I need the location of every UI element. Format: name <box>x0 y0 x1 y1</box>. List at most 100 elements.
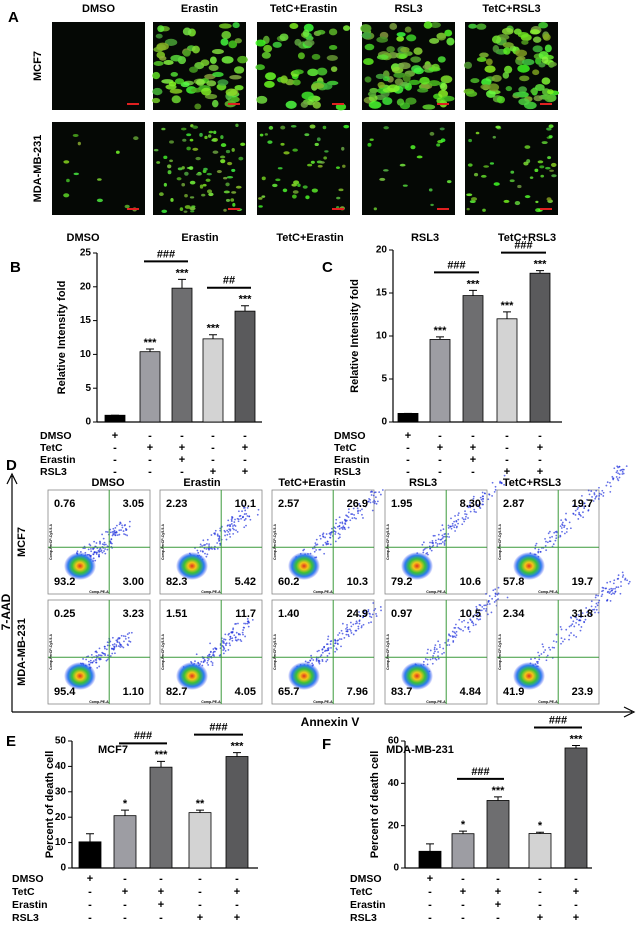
event <box>446 644 449 646</box>
significance: *** <box>570 733 584 745</box>
event <box>248 515 251 518</box>
cell <box>258 205 263 208</box>
event <box>347 508 350 511</box>
event <box>244 509 247 512</box>
event <box>595 602 598 605</box>
event <box>461 523 464 526</box>
density <box>176 662 208 690</box>
event <box>436 545 439 547</box>
bar <box>429 339 451 423</box>
event <box>98 665 101 668</box>
event <box>116 641 119 644</box>
event <box>491 597 494 600</box>
bracket-label: ### <box>447 259 465 271</box>
event <box>606 591 609 594</box>
event <box>451 524 454 527</box>
cell <box>199 184 204 189</box>
event <box>506 596 509 599</box>
event <box>626 579 628 582</box>
error-bar <box>536 270 544 274</box>
event <box>596 604 599 607</box>
event <box>113 646 116 648</box>
cell <box>391 66 404 74</box>
treatment-mark: + <box>210 466 216 478</box>
treatment-mark: - <box>461 912 465 924</box>
channel-label: Comp-PE-A <box>89 590 109 594</box>
event <box>336 525 339 528</box>
group-header: TetC+RSL3 <box>498 232 556 244</box>
event <box>209 650 212 653</box>
event <box>438 542 441 545</box>
event <box>325 533 328 535</box>
event <box>349 629 352 632</box>
event <box>206 553 209 556</box>
cell <box>379 177 386 181</box>
event <box>85 658 88 661</box>
event <box>103 645 106 648</box>
event <box>622 472 625 475</box>
y-tick-label: 5 <box>85 383 91 394</box>
significance: * <box>538 820 543 832</box>
event <box>503 483 505 486</box>
event <box>242 629 244 631</box>
event <box>568 634 571 637</box>
cell <box>300 101 309 108</box>
cell <box>170 72 179 77</box>
treatment-mark: - <box>428 886 432 898</box>
event <box>559 626 562 628</box>
event <box>244 622 247 625</box>
event <box>99 541 101 544</box>
cell <box>398 62 411 70</box>
event <box>581 612 584 615</box>
event <box>447 640 449 642</box>
event <box>118 637 121 639</box>
quadrant-value: 4.05 <box>235 686 256 698</box>
cell <box>264 133 269 136</box>
event <box>208 548 210 551</box>
column-header: TetC+Erastin <box>270 3 338 15</box>
event <box>209 642 211 645</box>
event <box>581 500 583 503</box>
cell <box>503 47 511 55</box>
treatment-name: Erastin <box>40 454 76 466</box>
treatment-mark: - <box>113 466 117 478</box>
event <box>572 513 575 515</box>
event <box>237 633 240 636</box>
event <box>441 541 444 543</box>
cell <box>517 31 529 38</box>
event <box>602 587 605 589</box>
event <box>223 638 225 641</box>
event <box>334 650 337 653</box>
density <box>401 662 433 690</box>
y-tick-label: 50 <box>55 736 67 747</box>
event <box>565 531 568 533</box>
quadrant-value: 0.25 <box>54 608 75 620</box>
event <box>598 486 600 489</box>
cell <box>501 27 514 35</box>
event <box>441 537 444 540</box>
micrograph <box>255 22 351 111</box>
event <box>615 586 618 589</box>
event <box>426 652 429 655</box>
cell <box>343 124 350 129</box>
event <box>361 513 363 516</box>
quadrant-value: 82.7 <box>166 686 187 698</box>
event <box>454 524 457 526</box>
x-axis-title: Annexin V <box>301 715 360 729</box>
event <box>549 536 551 539</box>
event <box>443 544 446 546</box>
event <box>461 517 464 519</box>
treatment-mark: - <box>113 454 117 466</box>
cell <box>152 71 161 80</box>
event <box>434 657 437 660</box>
event <box>350 632 353 634</box>
cell <box>225 88 238 96</box>
event <box>451 522 454 525</box>
cell <box>240 142 246 147</box>
treatment-mark: - <box>123 912 127 924</box>
event <box>339 521 342 524</box>
event <box>206 655 209 657</box>
cell <box>550 162 557 167</box>
cell <box>255 64 265 71</box>
event <box>240 517 242 520</box>
